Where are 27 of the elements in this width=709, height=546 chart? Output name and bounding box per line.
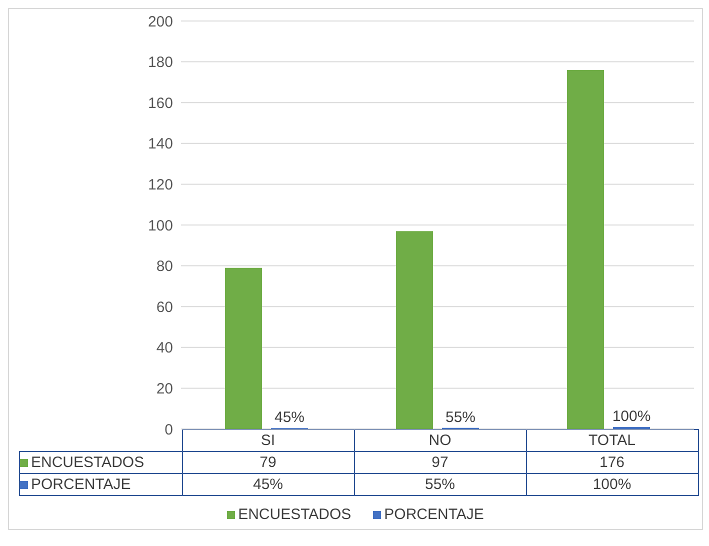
y-tick-label: 60 (156, 298, 173, 316)
legend-label: PORCENTAJE (383, 506, 484, 523)
text: PORCENTAJE (31, 476, 131, 493)
legend-label: ENCUESTADOS (237, 506, 352, 523)
data-label: 55% (354, 474, 526, 496)
y-tick-label: 40 (156, 340, 173, 357)
data-label: 176 (526, 452, 698, 474)
y-tick-label: 0 (164, 421, 173, 438)
y-tick-label: 200 (148, 13, 173, 30)
data-label: 100% (526, 474, 698, 496)
y-tick-label: 180 (148, 54, 173, 72)
y-tick-label: 20 (156, 380, 173, 398)
x-tick-label: TOTAL (526, 430, 698, 452)
text: 55% (445, 408, 476, 426)
y-tick-label: 160 (148, 94, 173, 112)
text: 100% (612, 408, 651, 425)
text: ENCUESTADOS (31, 454, 144, 471)
data-label: 45% (182, 474, 354, 496)
x-tick-label: NO (354, 430, 526, 452)
y-tick-label: 120 (148, 176, 173, 194)
data-label: 97 (354, 452, 526, 474)
y-tick-label: 80 (156, 258, 173, 276)
data-label: 79 (182, 452, 354, 474)
text: 45% (274, 409, 305, 426)
x-tick-label: SI (182, 430, 354, 452)
y-tick-label: 140 (148, 136, 173, 153)
y-tick-label: 100 (148, 217, 173, 234)
